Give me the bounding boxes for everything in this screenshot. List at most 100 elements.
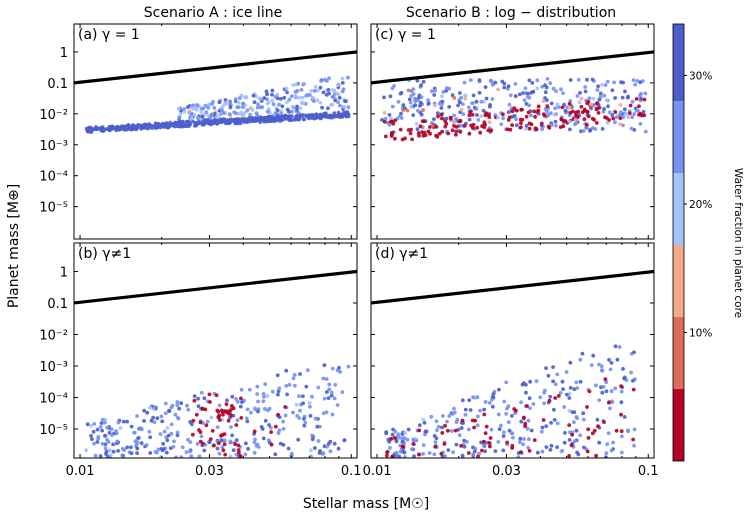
data-point — [94, 125, 99, 130]
data-point — [185, 403, 190, 408]
data-point — [100, 442, 105, 446]
data-point — [294, 82, 299, 87]
data-point — [631, 378, 635, 383]
y-tick-label: 0.1 — [47, 297, 68, 312]
data-point — [385, 450, 389, 455]
data-point — [176, 106, 181, 111]
data-point — [510, 414, 514, 418]
data-point — [340, 112, 345, 117]
data-point — [291, 410, 295, 415]
data-point — [92, 422, 97, 426]
data-point — [540, 449, 545, 454]
data-point — [167, 408, 171, 413]
data-point — [380, 118, 384, 122]
data-point — [270, 389, 275, 394]
data-point — [610, 400, 615, 405]
data-point — [253, 437, 257, 442]
data-point — [460, 418, 465, 423]
data-point — [266, 100, 271, 105]
data-point — [501, 434, 506, 438]
data-point — [558, 125, 563, 129]
data-point — [401, 108, 406, 112]
data-point — [604, 451, 609, 456]
data-point — [417, 133, 421, 138]
data-point — [320, 105, 324, 110]
data-point — [290, 109, 294, 114]
data-point — [393, 136, 397, 141]
data-point — [521, 442, 525, 447]
data-point — [488, 103, 492, 107]
data-point — [459, 107, 464, 112]
data-point — [342, 104, 347, 109]
data-point — [400, 440, 405, 444]
data-point — [579, 96, 584, 101]
data-point — [643, 91, 648, 96]
col-title-a: Scenario A : ice line — [144, 5, 282, 21]
data-point — [490, 82, 495, 87]
data-point — [276, 392, 280, 397]
data-point — [152, 405, 157, 409]
data-point — [336, 113, 341, 117]
data-point — [613, 110, 618, 114]
data-point — [310, 433, 314, 438]
data-point — [297, 96, 302, 100]
colorbar-band — [673, 173, 684, 246]
data-point — [175, 121, 179, 125]
data-point — [565, 392, 569, 397]
data-point — [342, 438, 347, 443]
data-point — [482, 439, 486, 444]
data-point — [527, 396, 532, 401]
data-point — [522, 415, 526, 420]
data-point — [123, 124, 128, 129]
data-point — [244, 441, 248, 446]
data-point — [104, 452, 108, 456]
y-tick-label: 10⁻³ — [39, 139, 68, 154]
data-point — [110, 433, 114, 437]
data-point — [436, 424, 441, 429]
colorbar-band — [673, 317, 684, 390]
data-point — [434, 124, 438, 129]
data-point — [331, 95, 336, 99]
data-point — [228, 439, 233, 444]
data-point — [560, 379, 565, 384]
data-point — [406, 128, 411, 132]
data-point — [574, 428, 579, 433]
data-point — [195, 442, 200, 446]
data-point — [501, 448, 506, 453]
data-point — [296, 437, 301, 442]
data-point — [111, 449, 116, 454]
data-point — [262, 407, 267, 411]
data-point — [439, 451, 444, 456]
panel-label: (d) γ≠1 — [375, 246, 428, 262]
data-point — [287, 115, 292, 120]
data-point — [236, 443, 241, 448]
data-point — [490, 404, 495, 409]
data-point — [567, 454, 571, 458]
data-point — [169, 422, 174, 427]
data-point — [632, 427, 637, 432]
data-point — [481, 108, 486, 113]
data-point — [607, 110, 612, 115]
data-point — [441, 90, 446, 94]
data-point — [310, 394, 314, 399]
data-point — [248, 112, 253, 117]
data-point — [510, 431, 515, 436]
data-point — [207, 392, 212, 397]
data-point — [214, 393, 219, 398]
data-point — [330, 366, 335, 371]
data-point — [160, 419, 165, 424]
data-point — [389, 116, 393, 121]
data-point — [463, 412, 468, 417]
data-point — [499, 423, 503, 428]
data-point — [417, 423, 422, 428]
data-point — [286, 109, 291, 114]
data-point — [471, 452, 476, 456]
data-point — [584, 122, 589, 127]
data-point — [103, 433, 107, 438]
data-point — [86, 128, 90, 133]
data-point — [398, 449, 403, 454]
y-tick-label: 10⁻⁵ — [39, 201, 68, 216]
data-point — [278, 97, 283, 101]
data-point — [558, 391, 563, 395]
data-point — [502, 85, 507, 90]
